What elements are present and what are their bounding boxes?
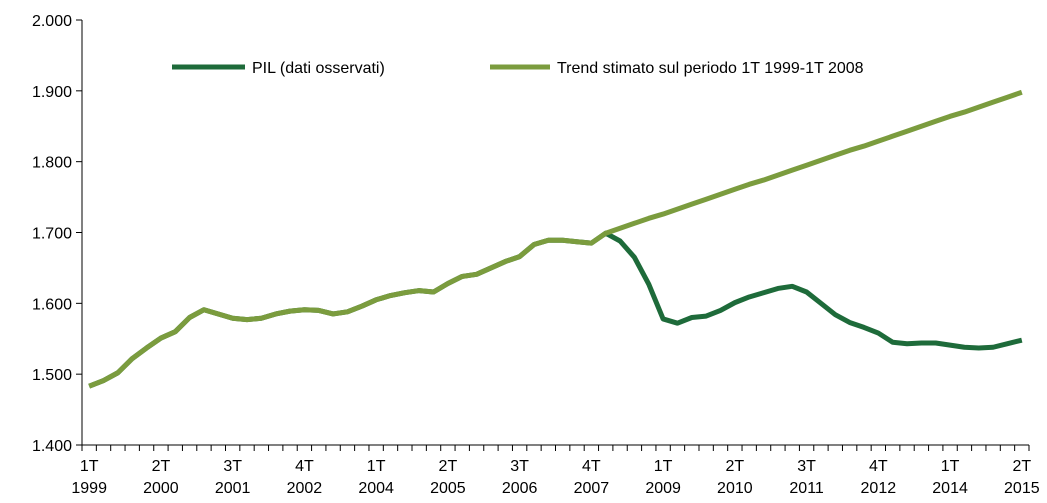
- x-tick-label: 4T 2012: [861, 458, 897, 497]
- y-tick-label: 1.400: [32, 438, 72, 455]
- y-tick-label: 1.800: [32, 155, 72, 172]
- x-tick-label: 4T 2002: [287, 458, 323, 497]
- x-tick-label: 2T 2010: [717, 458, 753, 497]
- x-tick-label: 1T 2014: [932, 458, 968, 497]
- x-tick-label: 4T 2007: [574, 458, 610, 497]
- legend-label: Trend stimato sul periodo 1T 1999-1T 200…: [557, 60, 864, 77]
- x-tick-label: 1T 2004: [358, 458, 394, 497]
- legend-label: PIL (dati osservati): [252, 60, 385, 77]
- y-tick-label: 1.700: [32, 226, 72, 243]
- y-tick-label: 1.900: [32, 84, 72, 101]
- x-tick-label: 3T 2001: [215, 458, 251, 497]
- x-tick-label: 2T 2000: [143, 458, 179, 497]
- x-tick-label: 3T 2006: [502, 458, 538, 497]
- y-tick-label: 1.500: [32, 367, 72, 384]
- x-tick-label: 1T 2009: [645, 458, 681, 497]
- y-tick-label: 2.000: [32, 13, 72, 30]
- x-tick-label: 1T 1999: [71, 458, 107, 497]
- data-line: [88, 89, 1023, 389]
- y-tick-label: 1.600: [32, 296, 72, 313]
- x-tick-label: 2T 2005: [430, 458, 466, 497]
- data-line: [88, 230, 1023, 389]
- x-tick-label: 3T 2011: [789, 458, 824, 497]
- x-tick-label: 2T 2015: [1004, 458, 1040, 497]
